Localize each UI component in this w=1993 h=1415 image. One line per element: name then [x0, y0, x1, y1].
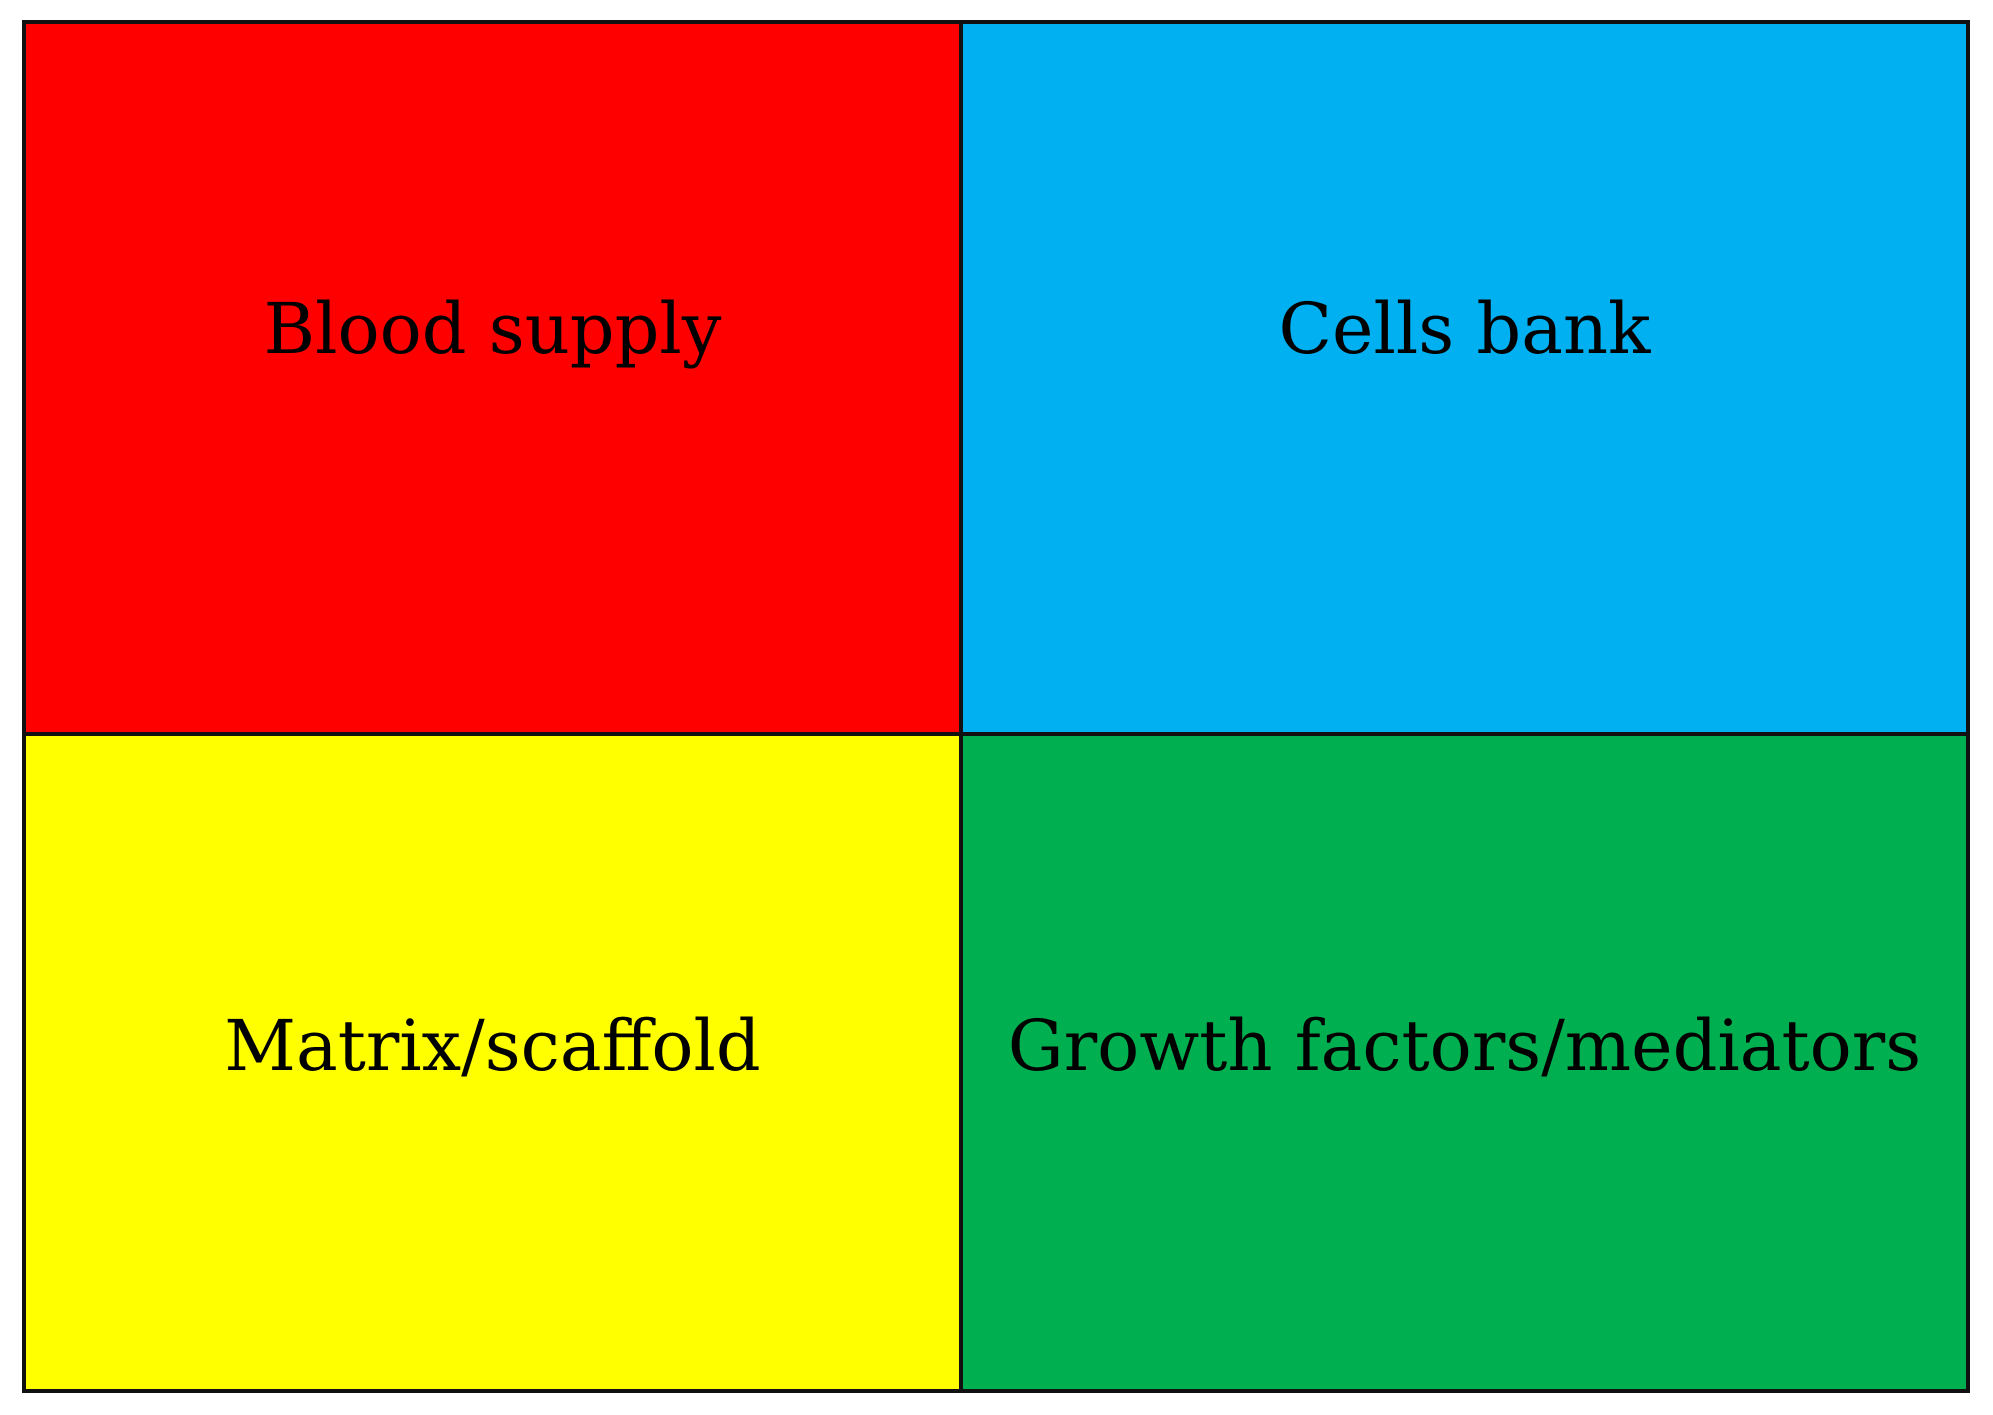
quadrant-label-blood-supply: Blood supply	[263, 288, 722, 370]
quadrant-growth-factors: Growth factors/mediators	[961, 734, 1966, 1389]
quadrant-matrix-scaffold: Matrix/scaffold	[26, 734, 961, 1389]
quadrant-cells-bank: Cells bank	[961, 24, 1966, 734]
quadrant-label-cells-bank: Cells bank	[1278, 288, 1651, 370]
quadrant-label-growth-factors: Growth factors/mediators	[1007, 1005, 1922, 1087]
quadrant-diagram: Blood supply Cells bank Matrix/scaffold …	[22, 20, 1970, 1393]
quadrant-label-matrix-scaffold: Matrix/scaffold	[224, 1005, 761, 1087]
quadrant-blood-supply: Blood supply	[26, 24, 961, 734]
